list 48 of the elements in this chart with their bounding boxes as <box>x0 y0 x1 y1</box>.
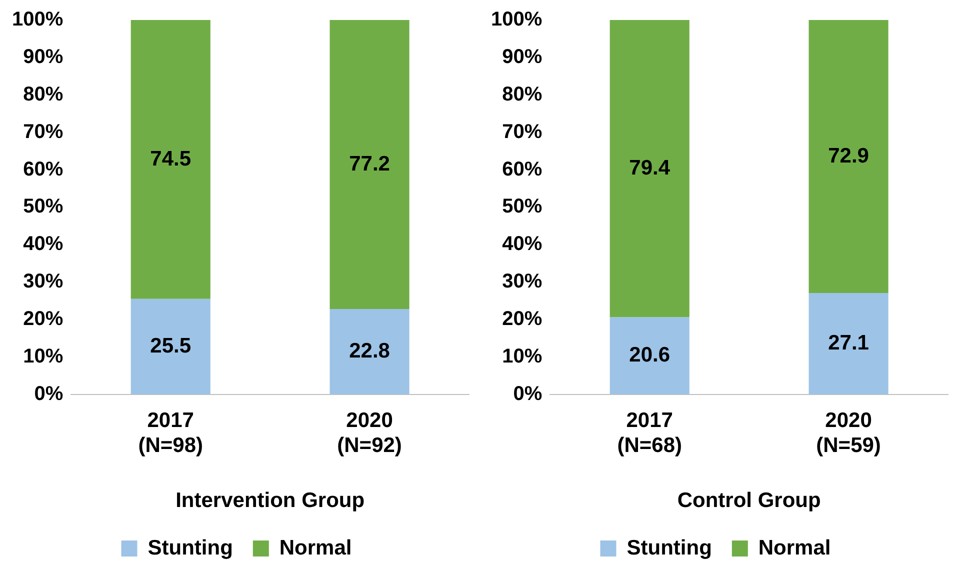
bar <box>808 20 888 293</box>
y-tick-label: 10% <box>502 345 542 368</box>
y-tick-label: 50% <box>23 196 64 218</box>
y-tick-label: 40% <box>23 233 64 256</box>
data-label: 77.2 <box>349 152 390 176</box>
bar <box>330 20 410 310</box>
data-label: 72.9 <box>828 144 869 168</box>
bar <box>610 20 690 318</box>
bar <box>130 298 210 394</box>
x-tick-label: 2020 (N=59) <box>816 408 881 457</box>
x-tick-label: 2017 (N=68) <box>617 408 682 457</box>
bar <box>130 20 210 299</box>
y-tick-label: 50% <box>502 196 542 218</box>
y-tick-label: 20% <box>23 308 64 330</box>
legend-label: Stunting <box>148 536 233 560</box>
y-tick-label: 100% <box>12 8 64 31</box>
bar <box>330 309 410 394</box>
y-tick-label: 80% <box>23 83 64 106</box>
y-tick-label: 90% <box>502 46 542 68</box>
bar <box>610 317 690 394</box>
y-tick-label: 0% <box>34 382 64 405</box>
data-label: 74.5 <box>150 147 192 170</box>
legend-label: Normal <box>279 536 352 560</box>
y-tick-label: 30% <box>502 270 542 293</box>
y-tick-label: 80% <box>502 83 542 106</box>
x-tick-label: 2020 (N=92) <box>337 408 402 457</box>
x-tick-label: 2017 (N=98) <box>138 408 204 457</box>
data-label: 79.4 <box>629 156 670 180</box>
y-tick-label: 20% <box>502 308 542 330</box>
y-tick-label: 70% <box>502 120 542 143</box>
bar <box>808 292 888 394</box>
legend-label: Normal <box>758 536 831 560</box>
y-tick-label: 70% <box>23 120 64 143</box>
data-label: 25.5 <box>150 334 192 358</box>
y-tick-label: 60% <box>23 158 64 180</box>
legend-label: Stunting <box>626 536 712 560</box>
y-tick-label: 90% <box>23 46 64 68</box>
data-label: 27.1 <box>828 331 870 354</box>
y-tick-label: 100% <box>490 8 542 31</box>
y-tick-label: 0% <box>513 382 542 405</box>
y-tick-label: 10% <box>23 345 64 368</box>
data-label: 20.6 <box>629 344 670 367</box>
data-label: 22.8 <box>349 340 390 363</box>
y-tick-label: 30% <box>23 270 64 293</box>
x-axis-title: Control Group <box>677 489 821 512</box>
y-tick-label: 40% <box>502 233 542 256</box>
y-tick-label: 60% <box>502 158 542 180</box>
x-axis-title: Intervention Group <box>176 489 365 512</box>
